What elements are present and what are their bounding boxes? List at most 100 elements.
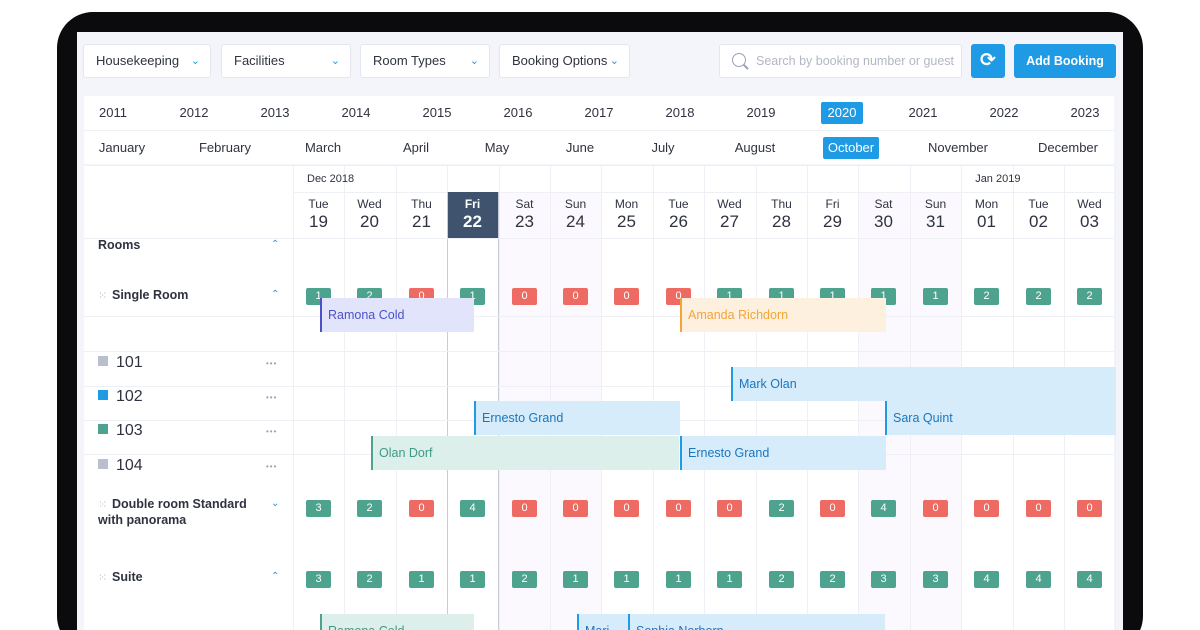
booking-bar[interactable]: Mark Olan [731,367,1116,401]
month-august[interactable]: August [734,140,776,155]
month-may[interactable]: May [484,140,510,155]
year-2012[interactable]: 2012 [179,105,209,120]
year-2019[interactable]: 2019 [746,105,776,120]
more-options-icon[interactable]: ••• [266,359,278,368]
day-of-week: Thu [771,197,792,211]
booking-grid: Rooms ⌃ Dec 2018 Jan 2019 Tue 19 Wed 20 Thu 21 F… [84,165,1116,630]
year-2013[interactable]: 2013 [260,105,290,120]
room-types-dropdown[interactable]: Room Types ⌄ [360,44,490,78]
day-header-31[interactable]: Sun 31 [910,192,961,238]
drag-handle-icon[interactable]: ⁙ [98,572,107,584]
booking-bar[interactable]: Sophia Norborn [628,614,885,630]
facilities-dropdown[interactable]: Facilities ⌄ [221,44,351,78]
month-february[interactable]: February [198,140,252,155]
year-2016[interactable]: 2016 [503,105,533,120]
grid-row-line [84,351,1114,352]
booking-bar[interactable]: Ramona Cold [320,614,474,630]
availability-badge: 0 [1026,500,1051,517]
room-row-label[interactable]: 102 [98,388,143,406]
day-number: 21 [412,212,431,231]
year-2020[interactable]: 2020 [821,102,863,124]
room-group-name[interactable]: ⁙ Single Room [98,288,248,304]
day-header-19[interactable]: Tue 19 [293,192,344,238]
booking-bar[interactable]: Amanda Richdorn [680,298,886,332]
booking-bar[interactable]: Ramona Cold [320,298,474,332]
day-header-29[interactable]: Fri 29 [807,192,858,238]
booking-bar[interactable]: Mari [577,614,628,630]
day-header-24[interactable]: Sun 24 [550,192,601,238]
year-2023[interactable]: 2023 [1070,105,1100,120]
chevron-up-icon[interactable]: ⌃ [271,571,280,582]
day-number: 20 [360,212,379,231]
room-group-label: Suite [112,570,143,584]
chevron-up-icon[interactable]: ⌃ [271,289,280,300]
year-2021[interactable]: 2021 [908,105,938,120]
day-header-27[interactable]: Wed 27 [704,192,755,238]
refresh-button[interactable]: ⟳ [971,44,1005,78]
more-options-icon[interactable]: ••• [266,427,278,436]
day-header-22[interactable]: Fri 22 [447,192,498,238]
dropdown-label: Facilities [234,53,285,68]
year-2014[interactable]: 2014 [341,105,371,120]
day-header-02[interactable]: Tue 02 [1013,192,1064,238]
availability-badge: 1 [717,571,742,588]
chevron-up-icon[interactable]: ⌃ [271,239,280,250]
booking-bar[interactable]: Ernesto Grand [474,401,680,435]
month-november[interactable]: November [928,140,988,155]
year-2015[interactable]: 2015 [422,105,452,120]
chevron-down-icon: ⌄ [609,55,619,67]
more-options-icon[interactable]: ••• [266,462,278,471]
month-june[interactable]: June [565,140,595,155]
day-header-01[interactable]: Mon 01 [961,192,1012,238]
availability-badge: 2 [820,571,845,588]
day-header-23[interactable]: Sat 23 [499,192,550,238]
day-of-week: Fri [464,197,481,211]
chevron-down-icon[interactable]: ⌄ [271,498,280,509]
month-march[interactable]: March [304,140,342,155]
month-july[interactable]: July [651,140,675,155]
day-number: 19 [309,212,328,231]
chevron-down-icon: ⌄ [190,55,200,67]
booking-bar[interactable]: Sara Quint [885,401,1116,435]
day-header-25[interactable]: Mon 25 [601,192,652,238]
housekeeping-dropdown[interactable]: Housekeeping ⌄ [83,44,211,78]
month-december[interactable]: December [1038,140,1098,155]
booking-bar[interactable]: Ernesto Grand [680,436,886,470]
day-header-20[interactable]: Wed 20 [344,192,395,238]
month-april[interactable]: April [402,140,429,155]
room-row-label[interactable]: 103 [98,422,143,440]
availability-badge: 2 [512,571,537,588]
day-number: 31 [926,212,945,231]
room-group-name[interactable]: ⁙ Double room Standard with panorama [98,497,248,528]
booking-options-dropdown[interactable]: Booking Options ⌄ [499,44,630,78]
room-status-square [98,459,108,469]
day-of-week: Sat [874,197,893,211]
year-2022[interactable]: 2022 [989,105,1019,120]
booking-bar[interactable]: Olan Dorf [371,436,679,470]
dropdown-label: Room Types [373,53,446,68]
month-october[interactable]: October [823,137,879,159]
grid-column-line [704,166,705,630]
day-header-28[interactable]: Thu 28 [756,192,807,238]
more-options-icon[interactable]: ••• [266,393,278,402]
room-group-name[interactable]: ⁙ Suite [98,570,248,586]
availability-badge: 0 [614,288,639,305]
year-2011[interactable]: 2011 [99,105,127,120]
room-row-label[interactable]: 104 [98,457,143,475]
availability-badge: 4 [460,500,485,517]
day-header-30[interactable]: Sat 30 [858,192,909,238]
day-number: 23 [515,212,534,231]
day-header-03[interactable]: Wed 03 [1064,192,1115,238]
year-2017[interactable]: 2017 [584,105,614,120]
search-input[interactable] [756,45,956,77]
room-row-label[interactable]: 101 [98,354,143,372]
availability-badge: 1 [666,571,691,588]
add-booking-button[interactable]: Add Booking [1014,44,1116,78]
drag-handle-icon[interactable]: ⁙ [98,499,107,511]
day-header-21[interactable]: Thu 21 [396,192,447,238]
drag-handle-icon[interactable]: ⁙ [98,290,107,302]
availability-badge: 2 [357,500,382,517]
month-january[interactable]: January [98,140,146,155]
year-2018[interactable]: 2018 [665,105,695,120]
day-header-26[interactable]: Tue 26 [653,192,704,238]
